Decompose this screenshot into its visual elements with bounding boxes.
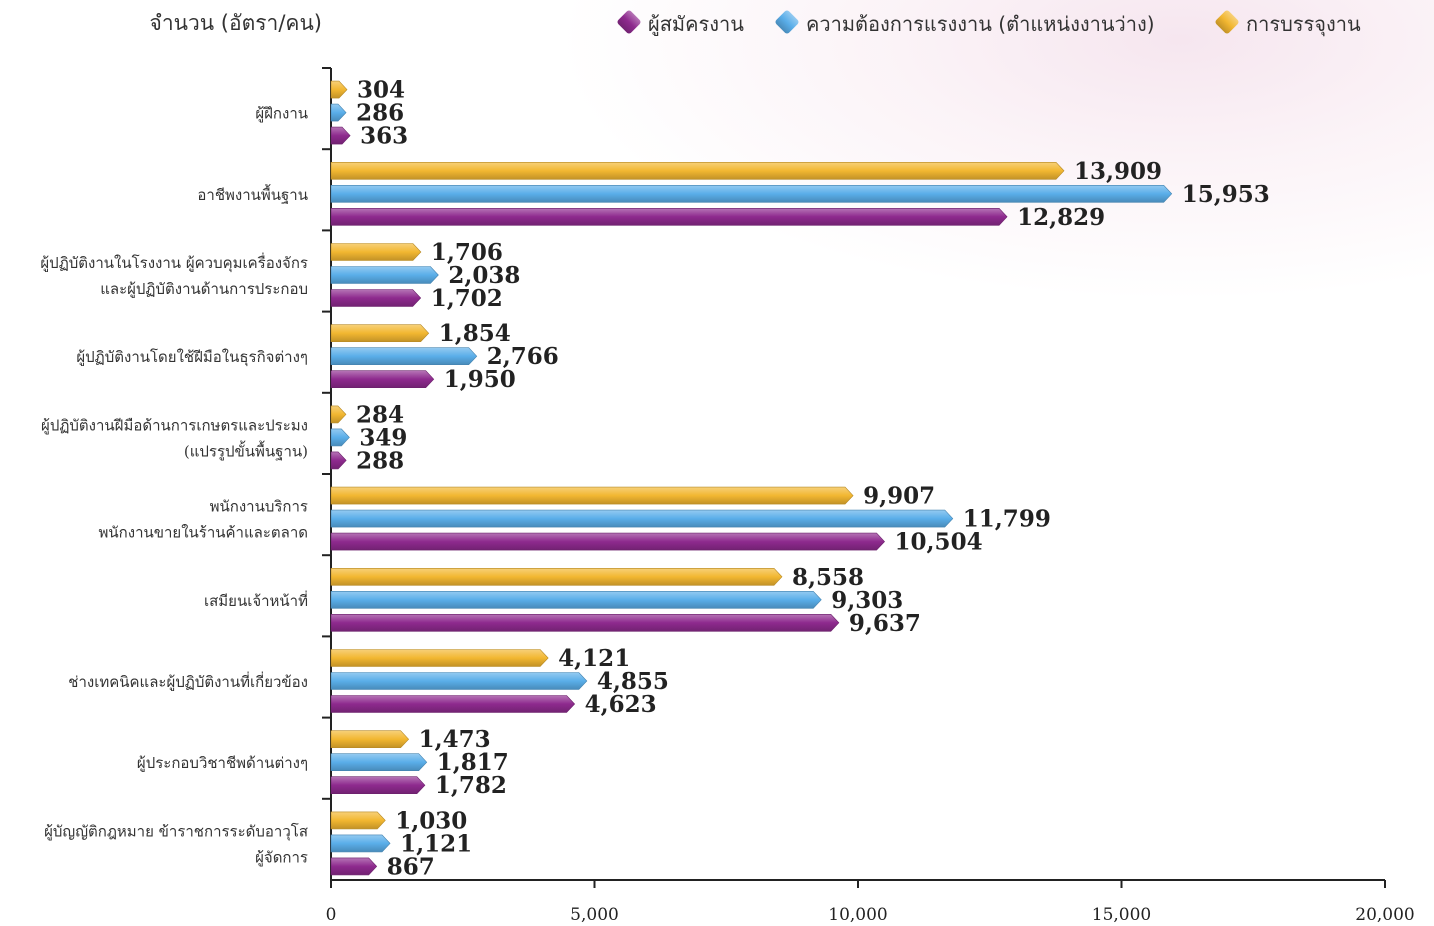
data-label-placement: 8,558 <box>792 564 864 591</box>
bar-vacancy <box>330 834 391 853</box>
bar-applicant <box>330 532 885 551</box>
x-tick-label: 0 <box>326 905 337 925</box>
data-label-vacancy: 349 <box>359 424 407 451</box>
bar-placement <box>330 486 854 505</box>
category-label: ผู้ประกอบวิชาชีพด้านต่างๆ <box>137 754 308 772</box>
category-label: เสมียนเจ้าหน้าที่ <box>204 590 308 610</box>
bar-placement <box>330 649 549 667</box>
bar-vacancy <box>330 428 350 447</box>
bar-vacancy <box>330 103 347 122</box>
bar-vacancy <box>330 753 428 771</box>
data-label-vacancy: 15,953 <box>1182 181 1270 208</box>
data-label-vacancy: 2,038 <box>448 262 520 289</box>
data-label-applicant: 1,950 <box>444 366 516 393</box>
bar-vacancy <box>330 591 822 609</box>
data-label-applicant: 288 <box>356 447 404 474</box>
data-label-applicant: 9,637 <box>849 610 921 637</box>
bar-placement <box>330 568 783 586</box>
data-label-vacancy: 1,817 <box>437 749 509 776</box>
x-tick-label: 5,000 <box>570 905 619 925</box>
category-label: (แปรรูปขั้นพื้นฐาน) <box>184 440 308 460</box>
legend-swatch-3 <box>1215 10 1239 34</box>
data-label-placement: 4,121 <box>558 645 630 672</box>
x-tick-label: 20,000 <box>1355 905 1414 925</box>
bar-vacancy <box>330 347 478 365</box>
unit-label: จำนวน (อัตรา/คน) <box>150 11 322 35</box>
bar-applicant <box>330 126 351 145</box>
category-label: ผู้บัญญัติกฎหมาย ข้าราชการระดับอาวุโส <box>44 822 308 841</box>
data-label-placement: 284 <box>356 401 404 428</box>
bar-vacancy <box>330 672 588 690</box>
category-label: ผู้ปฏิบัติงานในโรงงาน ผู้ควบคุมเครื่องจั… <box>40 252 308 273</box>
bar-placement <box>330 80 348 99</box>
data-label-applicant: 363 <box>360 123 408 150</box>
bar-placement <box>330 243 422 261</box>
bar-placement <box>330 324 430 342</box>
data-label-placement: 13,909 <box>1074 158 1162 185</box>
category-label: อาชีพงานพื้นฐาน <box>197 184 308 204</box>
category-label: ผู้จัดการ <box>255 848 308 866</box>
bar-placement <box>330 730 410 748</box>
data-label-applicant: 12,829 <box>1017 204 1105 231</box>
data-label-vacancy: 2,766 <box>487 343 559 370</box>
data-label-placement: 1,473 <box>419 726 491 753</box>
x-tick-label: 10,000 <box>828 905 887 925</box>
bar-applicant <box>330 451 347 470</box>
data-label-placement: 1,854 <box>439 320 511 347</box>
category-label: และผู้ปฏิบัติงานด้านการประกอบ <box>100 280 308 298</box>
bar-placement <box>330 162 1065 180</box>
data-label-applicant: 1,782 <box>435 772 507 799</box>
data-label-placement: 1,030 <box>395 807 467 834</box>
bar-placement <box>330 405 347 424</box>
category-label: พนักงานขายในร้านค้าและตลาด <box>99 524 308 542</box>
data-label-placement: 304 <box>357 77 405 104</box>
legend-swatch-1 <box>617 10 641 34</box>
data-label-vacancy: 1,121 <box>400 830 472 857</box>
category-label: ผู้ปฏิบัติงานฝีมือด้านการเกษตรและประมง <box>41 416 308 434</box>
bar-vacancy <box>330 185 1173 203</box>
category-label: ผู้ฝึกงาน <box>255 105 308 123</box>
x-tick-label: 15,000 <box>1092 905 1151 925</box>
bar-applicant <box>330 695 576 713</box>
data-label-vacancy: 9,303 <box>831 587 903 614</box>
bar-applicant <box>330 857 378 876</box>
bar-applicant <box>330 370 435 388</box>
bar-vacancy <box>330 509 954 528</box>
data-label-applicant: 1,702 <box>431 285 503 312</box>
bar-applicant <box>330 208 1008 226</box>
data-label-vacancy: 286 <box>356 100 404 127</box>
category-label: พนักงานบริการ <box>210 498 308 516</box>
legend-label-2: ความต้องการแรงงาน (ตำแหน่งงานว่าง) <box>806 12 1155 36</box>
bar-applicant <box>330 289 422 307</box>
data-label-applicant: 4,623 <box>585 691 657 718</box>
bar-vacancy <box>330 266 439 284</box>
legend-label-1: ผู้สมัครงาน <box>648 12 744 37</box>
data-label-vacancy: 4,855 <box>597 668 669 695</box>
bar-applicant <box>330 614 840 632</box>
data-label-placement: 9,907 <box>863 483 935 510</box>
legend-swatch-2 <box>775 10 799 34</box>
bar-applicant <box>330 776 426 794</box>
data-label-placement: 1,706 <box>431 239 503 266</box>
bar-placement <box>330 811 386 830</box>
category-label: ผู้ปฏิบัติงานโดยใช้ฝีมือในธุรกิจต่างๆ <box>76 348 308 367</box>
data-label-applicant: 867 <box>387 853 435 880</box>
legend-label-3: การบรรจุงาน <box>1246 12 1361 37</box>
category-label: ช่างเทคนิคและผู้ปฏิบัติงานที่เกี่ยวข้อง <box>68 671 308 691</box>
data-label-vacancy: 11,799 <box>963 506 1051 533</box>
data-label-applicant: 10,504 <box>895 529 983 556</box>
